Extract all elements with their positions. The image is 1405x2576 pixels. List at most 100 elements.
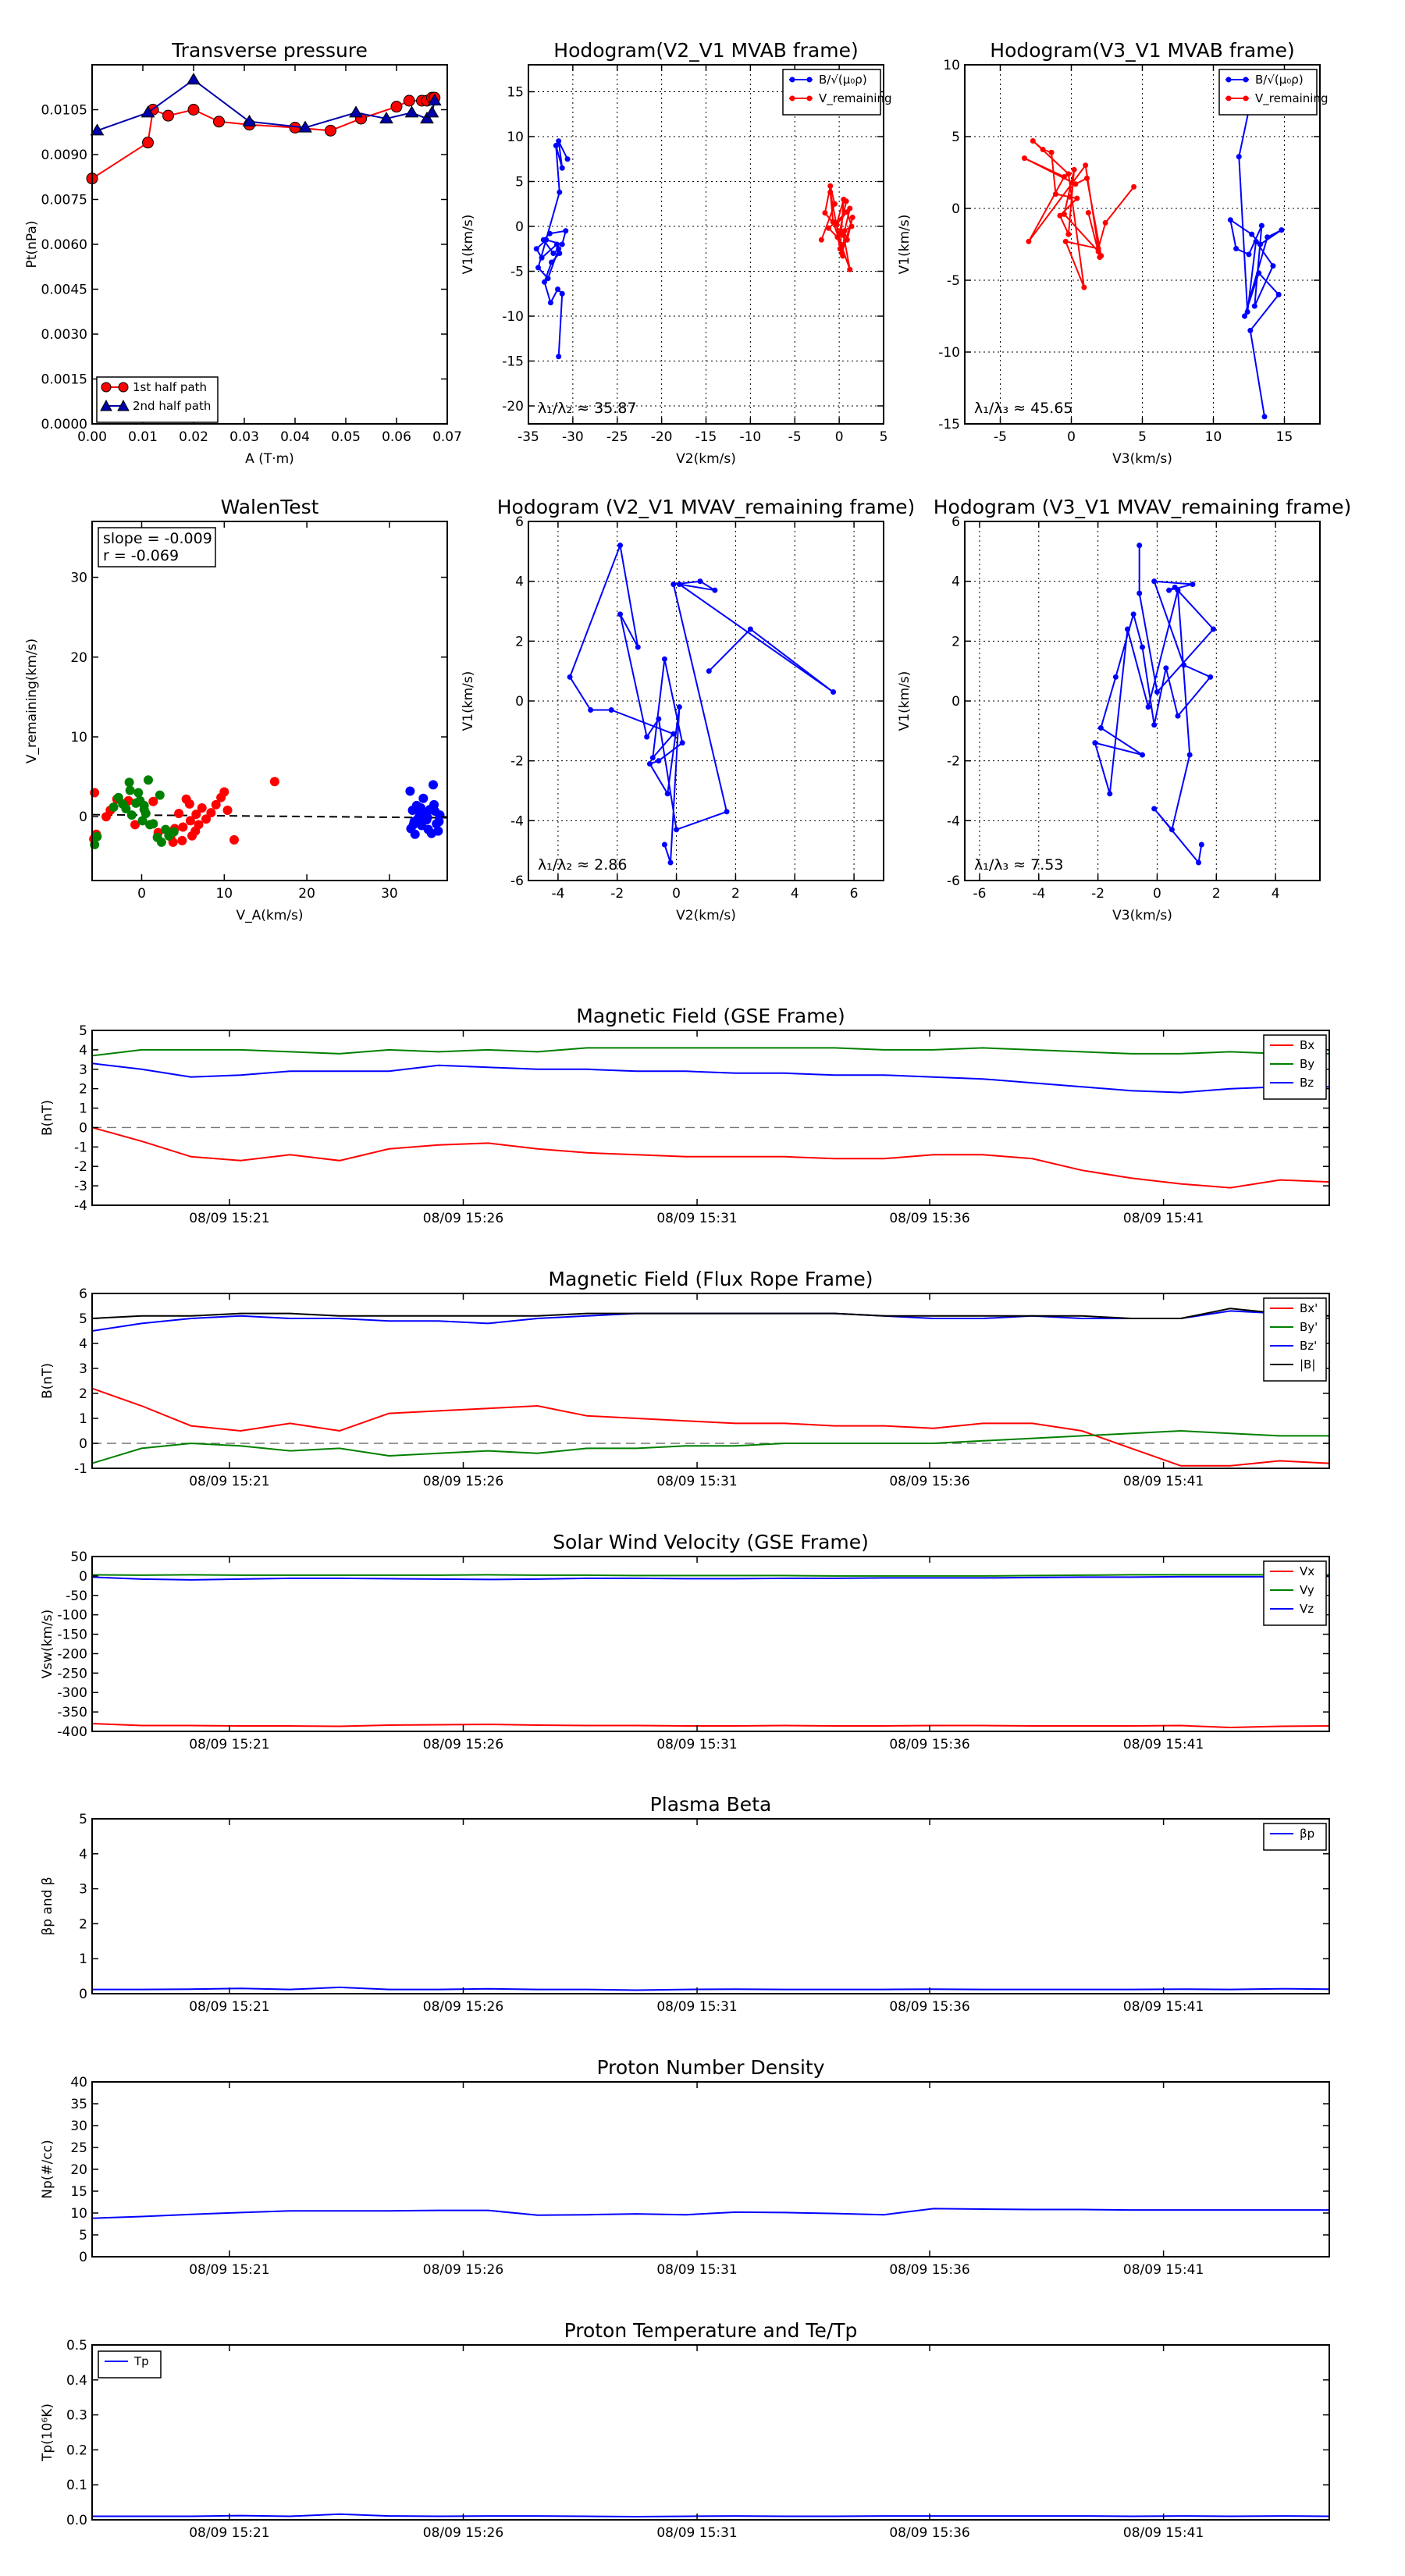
data-point: [556, 246, 562, 252]
chart-beta: Plasma Beta 0 1 2 3 4 5 08/09 15:21 08/09 15:26 0…: [40, 1793, 1330, 2015]
data-point: [1227, 217, 1233, 223]
y-tick-label: -100: [57, 1608, 87, 1624]
y-tick-label: 3: [79, 1361, 87, 1377]
y-axis-label: Pt(nPa): [24, 221, 40, 269]
y-tick-label: 35: [70, 2097, 87, 2112]
series-0: [89, 777, 279, 847]
y-axis-label: V1(km/s): [461, 671, 476, 731]
data-point: [1048, 149, 1055, 155]
y-tick-label: -6: [947, 873, 960, 889]
series-line: [92, 2513, 1330, 2518]
data-point: [125, 785, 135, 795]
x-tick-label: 08/09 15:31: [656, 1737, 737, 1752]
y-tick-label: 0: [951, 201, 960, 217]
legend-label: Vx: [1300, 1564, 1314, 1578]
x-tick-label: 30: [381, 886, 398, 902]
y-tick-label: 30: [70, 571, 87, 586]
data-point: [1279, 227, 1285, 233]
x-tick-label: -4: [1032, 886, 1045, 902]
y-tick-label: 6: [951, 514, 960, 530]
series-bz: [91, 1062, 1329, 1094]
y-tick-label: 0: [515, 219, 524, 235]
y-axis-label: V1(km/s): [461, 215, 476, 275]
legend-marker: [117, 399, 130, 411]
data-point: [1145, 704, 1151, 710]
x-tick-label: -25: [606, 429, 628, 445]
x-tick-label: 0: [1153, 886, 1161, 902]
chart-walen: WalenTest 0 10 20 30 0 10 20 30 V_A(km/s) V_remain…: [24, 496, 448, 923]
data-point: [656, 758, 662, 764]
data-point: [148, 796, 158, 806]
x-tick-label: -2: [1091, 886, 1104, 902]
x-tick-label: -4: [551, 886, 564, 902]
legend: Tp: [98, 2350, 162, 2379]
y-tick-label: -200: [57, 1646, 87, 1662]
series-v-remaining: [818, 183, 855, 272]
data-point: [1112, 674, 1119, 680]
data-point: [211, 799, 221, 809]
y-tick-label: 5: [79, 1023, 87, 1039]
data-point: [564, 156, 571, 162]
y-tick-label: 10: [70, 730, 87, 745]
x-tick-label: 0: [1067, 429, 1076, 445]
x-tick-label: 08/09 15:41: [1123, 1211, 1204, 1226]
x-tick-label: 0.07: [432, 429, 462, 445]
series-line: [535, 141, 568, 357]
data-point: [349, 105, 363, 118]
x-tick-label: 08/09 15:41: [1123, 2525, 1204, 2541]
data-point: [1072, 181, 1079, 187]
data-point: [427, 94, 442, 106]
data-point: [649, 755, 656, 761]
x-tick-label: -30: [562, 429, 584, 445]
legend-label: 1st half path: [133, 380, 207, 394]
series-line: [1094, 545, 1215, 865]
data-point: [1151, 806, 1158, 812]
y-tick-label: 15: [70, 2184, 87, 2200]
data-point: [222, 806, 233, 816]
legend-label: V_remaining: [819, 91, 892, 106]
data-point: [1131, 183, 1137, 190]
data-point: [635, 644, 641, 650]
y-tick-label: 0.0: [66, 2513, 87, 2528]
data-point: [206, 808, 216, 818]
data-point: [1065, 231, 1072, 237]
data-point: [420, 112, 434, 124]
chart-title: Proton Temperature and Te/Tp: [564, 2319, 858, 2342]
data-point: [848, 223, 855, 229]
chart-title: Plasma Beta: [650, 1793, 772, 1816]
series-line: [91, 1429, 1329, 1464]
data-point: [844, 237, 850, 243]
data-point: [1244, 308, 1250, 315]
data-point: [1057, 212, 1063, 219]
data-point: [425, 105, 439, 118]
series-b-: [533, 138, 571, 360]
x-tick-label: 2: [1212, 886, 1221, 902]
chart-hodo3: Hodogram (V2_V1 MVAV_remaining frame) -6 -…: [461, 496, 915, 923]
y-tick-label: 0: [79, 1436, 87, 1452]
chart-title: Solar Wind Velocity (GSE Frame): [553, 1531, 869, 1553]
plot-frame: [91, 1030, 1330, 1206]
legend-box: [96, 376, 219, 423]
data-point: [1186, 752, 1193, 758]
data-point: [185, 816, 195, 826]
legend-marker: [1243, 95, 1249, 101]
data-point: [187, 73, 201, 85]
data-point: [844, 209, 850, 215]
series-by: [91, 1047, 1329, 1057]
data-point: [567, 674, 573, 680]
legend-marker: [789, 76, 795, 83]
data-point: [541, 279, 547, 285]
x-tick-label: 08/09 15:21: [189, 2262, 269, 2278]
plot-frame: [91, 521, 448, 881]
data-point: [434, 817, 444, 827]
data-point: [545, 276, 551, 282]
y-tick-label: -250: [57, 1666, 87, 1681]
y-tick-label: 4: [951, 575, 960, 590]
data-point: [1040, 147, 1046, 153]
plot-frame: [91, 1556, 1330, 1732]
y-tick-label: 40: [70, 2075, 87, 2090]
series-1: [90, 775, 179, 849]
data-point: [1242, 313, 1248, 319]
y-tick-label: 0: [79, 1987, 87, 2002]
data-point: [1085, 210, 1091, 216]
